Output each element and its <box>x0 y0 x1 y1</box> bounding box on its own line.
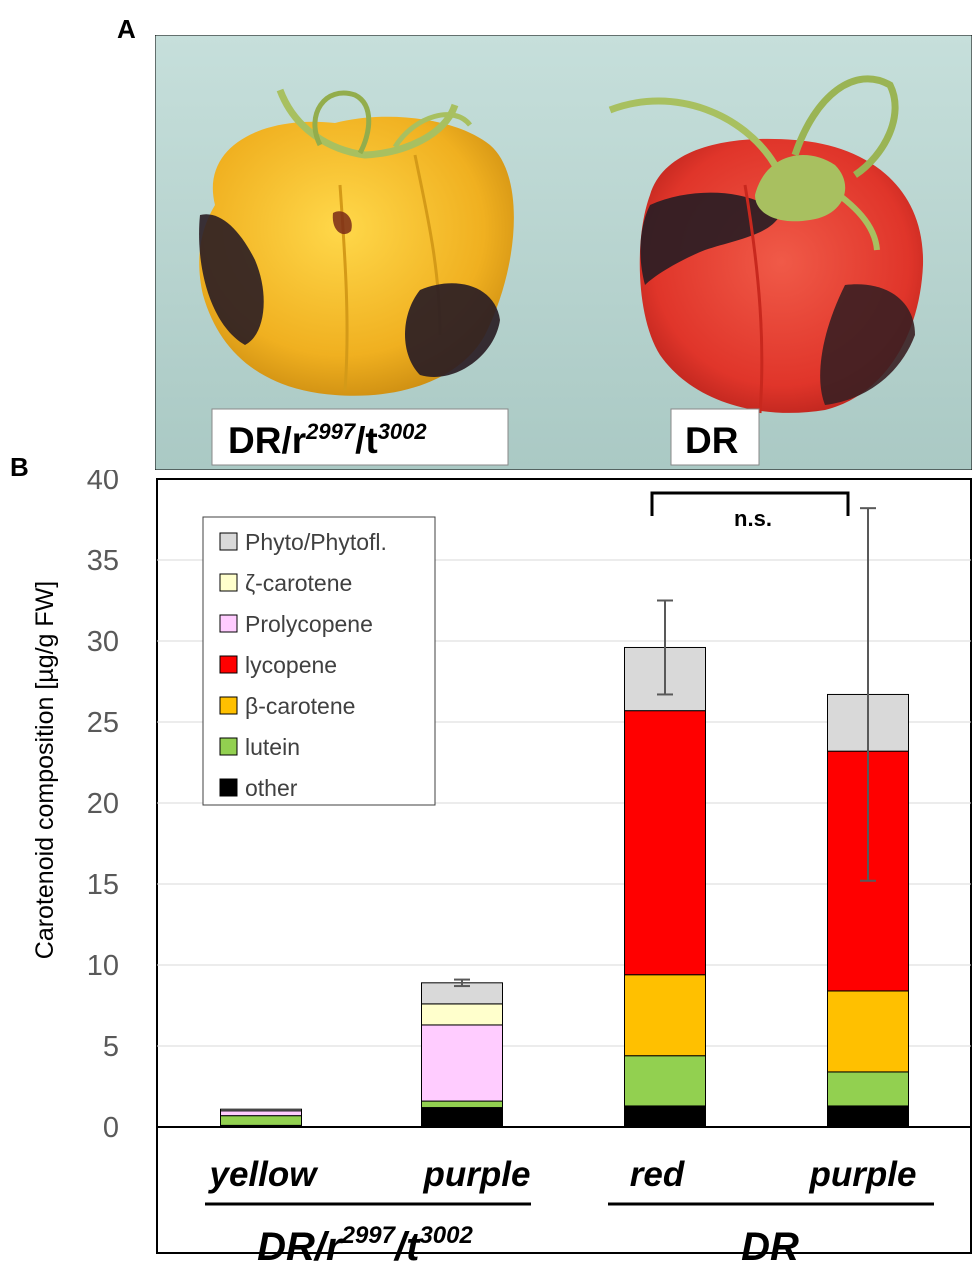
legend-label-Prolycopene: Prolycopene <box>245 611 373 637</box>
legend-swatch-lutein <box>219 737 238 756</box>
bar-yellow-0-Prolycopene <box>220 1110 302 1117</box>
legend-label-Phyto/Phytofl.: Phyto/Phytofl. <box>245 529 387 555</box>
group-label-2: DR <box>741 1225 799 1269</box>
panel-b-label: B <box>10 452 29 482</box>
y-tick-labels: 0 5 10 15 20 25 30 35 40 <box>87 470 119 1144</box>
y-tick-label-10: 10 <box>87 950 119 982</box>
y-tick-label-15: 15 <box>87 869 119 901</box>
red-tomato <box>608 75 924 414</box>
legend-label-ζ-carotene: ζ-carotene <box>245 570 352 596</box>
legend-label-β-carotene: β-carotene <box>245 693 355 719</box>
category-label-3: purple <box>809 1155 917 1194</box>
y-axis-label: Carotenoid composition [µg/g FW] <box>31 581 59 959</box>
group-label-1-sup1: 2997 <box>341 1222 397 1249</box>
photo-left-label-mid: /t <box>355 420 378 461</box>
legend-label-lycopene: lycopene <box>245 652 337 678</box>
legend-label-lutein: lutein <box>245 734 300 760</box>
group-label-1-base: DR/r <box>257 1225 344 1269</box>
tomato-photo: DR/r2997/t3002 DR <box>155 35 972 470</box>
bar-red-2-lutein <box>624 1055 706 1107</box>
legend-swatch-Phyto/Phytofl. <box>219 532 238 551</box>
y-tick-label-40: 40 <box>87 470 119 496</box>
photo-right-label: DR <box>685 420 738 461</box>
y-tick-label-35: 35 <box>87 545 119 577</box>
category-label-1: purple <box>423 1155 531 1194</box>
photo-right-label-box <box>670 408 760 466</box>
photo-left-label-sup2: 3002 <box>378 419 428 444</box>
group-label-1: DR/r2997/t3002 <box>257 1222 473 1269</box>
y-tick-label-5: 5 <box>103 1031 119 1063</box>
legend-label-other: other <box>245 775 298 801</box>
bar-yellow-0-lutein <box>220 1115 302 1126</box>
significance-text: n.s. <box>734 506 772 531</box>
y-tick-label-20: 20 <box>87 788 119 820</box>
stacked-bars <box>220 646 909 1128</box>
category-label-0: yellow <box>208 1155 320 1194</box>
y-tick-label-25: 25 <box>87 707 119 739</box>
bar-purple-1-Prolycopene <box>421 1024 503 1102</box>
category-label-2: red <box>630 1155 685 1194</box>
panel-a-label: A <box>117 14 136 44</box>
bar-red-2-other <box>624 1105 706 1128</box>
legend-swatch-lycopene <box>219 655 238 674</box>
legend-swatch-β-carotene <box>219 696 238 715</box>
bar-purple-3-lutein <box>827 1071 909 1107</box>
bar-purple-1-lutein <box>421 1100 503 1109</box>
group-label-1-mid: /t <box>393 1225 421 1269</box>
bar-purple-1-other <box>421 1107 503 1128</box>
bar-purple-3-other <box>827 1105 909 1128</box>
category-labels: yellow purple red purple <box>208 1155 917 1194</box>
carotenoid-chart: 0 5 10 15 20 25 30 35 40 n.s. Phyto/Phytofl. ζ-ca… <box>31 470 972 1269</box>
bar-red-2-lycopene <box>624 710 706 976</box>
significance-annotation: n.s. <box>650 491 850 531</box>
error-bars <box>454 507 876 988</box>
legend-swatch-Prolycopene <box>219 614 238 633</box>
yellow-tomato <box>199 88 514 396</box>
bar-purple-1-ζ-carotene <box>421 1003 503 1026</box>
photo-left-label-sup1: 2997 <box>305 419 357 444</box>
photo-left-label: DR/r2997/t3002 <box>228 419 427 461</box>
bar-red-2-β-carotene <box>624 974 706 1057</box>
bar-yellow-0-Phyto/Phytofl. <box>220 1108 302 1112</box>
photo-left-label-box <box>211 408 509 466</box>
legend-box <box>202 516 436 806</box>
y-tick-label-0: 0 <box>103 1112 119 1144</box>
group-label-1-sup2: 3002 <box>419 1222 473 1249</box>
y-tick-label-30: 30 <box>87 626 119 658</box>
bar-purple-3-β-carotene <box>827 990 909 1073</box>
legend: Phyto/Phytofl. ζ-carotene Prolycopene lyco… <box>202 516 436 806</box>
legend-swatch-other <box>219 778 238 797</box>
significance-bracket <box>650 491 850 516</box>
photo-left-label-base: DR/r <box>228 420 306 461</box>
legend-swatch-ζ-carotene <box>219 573 238 592</box>
